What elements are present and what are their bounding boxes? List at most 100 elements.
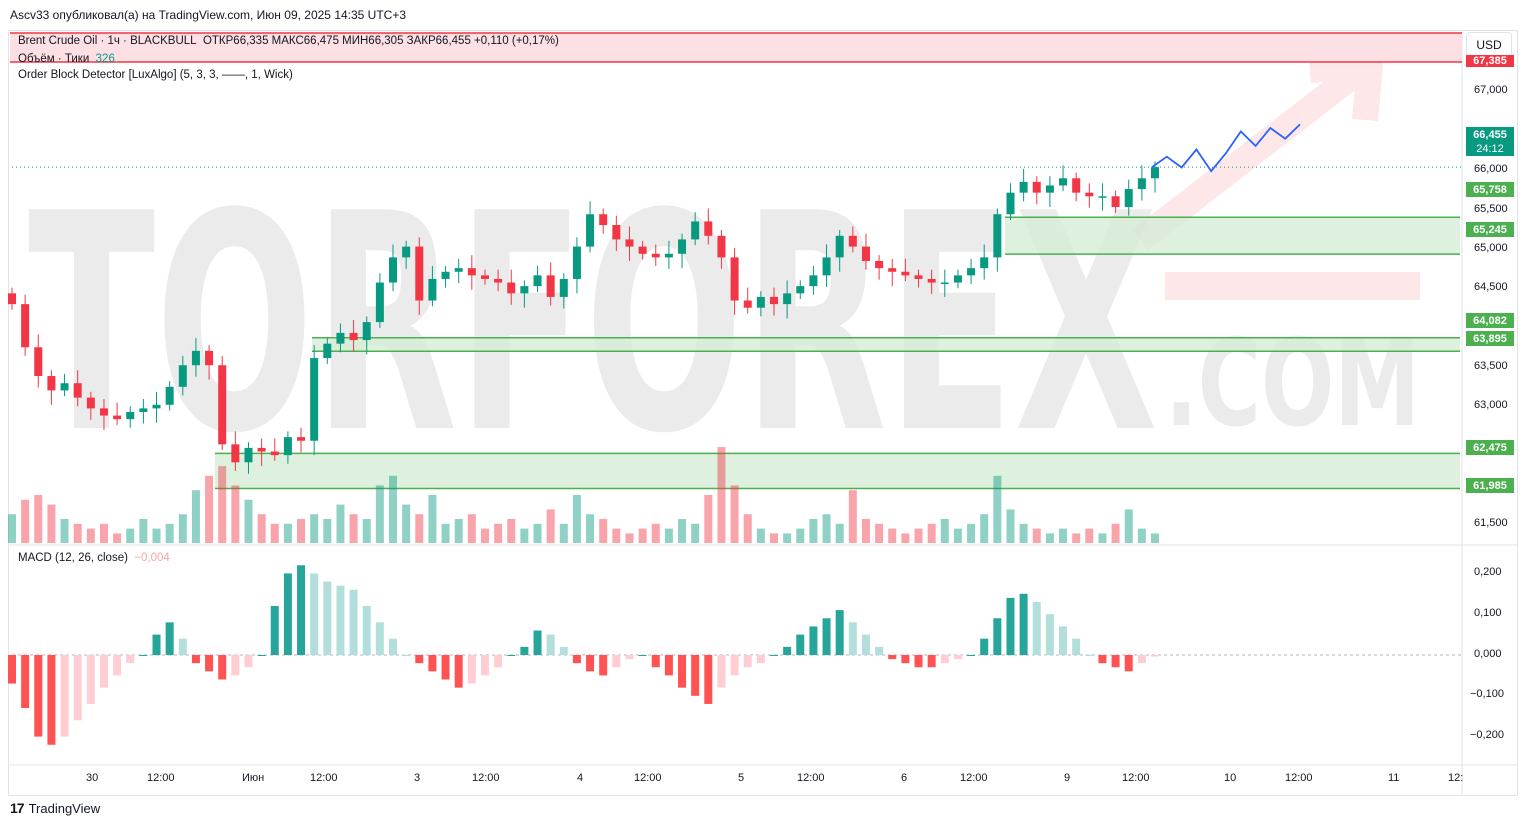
volume-bar <box>1085 528 1094 543</box>
order-block-zone <box>1005 217 1460 255</box>
candle-body <box>402 246 411 258</box>
volume-bar <box>1111 523 1120 543</box>
macd-histogram-bar <box>8 655 16 684</box>
volume-bar <box>21 499 30 543</box>
candle-body <box>1085 192 1094 197</box>
macd-histogram-bar <box>1124 655 1133 672</box>
candle-body <box>336 332 345 344</box>
macd-histogram-bar <box>191 655 200 664</box>
ob-label-bottom: 65,245 <box>1466 222 1514 237</box>
macd-histogram-bar <box>375 622 384 655</box>
macd-histogram-bar <box>467 655 476 684</box>
candle-body <box>967 268 976 276</box>
macd-legend[interactable]: MACD (12, 26, close) −0,004 <box>18 552 170 564</box>
candle-body <box>888 268 897 272</box>
macd-histogram-bar <box>743 655 752 668</box>
macd-histogram-bar <box>34 655 43 737</box>
macd-histogram-bar <box>809 626 818 655</box>
volume-bar <box>993 475 1002 543</box>
macd-histogram-bar <box>205 655 214 672</box>
ob-label-top: 62,475 <box>1466 440 1514 455</box>
candle-body <box>494 278 503 283</box>
candle-body <box>1032 181 1041 193</box>
time-tick: 12:00 <box>960 772 988 784</box>
macd-histogram-bar <box>428 655 437 672</box>
macd-histogram-bar <box>835 610 844 655</box>
candle-body <box>927 278 936 283</box>
symbol-legend[interactable]: Brent Crude Oil · 1ч · BLACKBULL ОТКР66,… <box>18 35 559 47</box>
candle-body <box>218 365 227 445</box>
chart-frame <box>8 30 1518 796</box>
macd-histogram-bar <box>927 655 936 668</box>
volume-bar <box>178 514 187 543</box>
volume-bar <box>520 528 529 543</box>
volume-bar <box>953 528 962 543</box>
price-label-top: 67,385 <box>1466 55 1514 67</box>
candle-body <box>1151 167 1159 179</box>
macd-histogram-bar <box>520 646 529 655</box>
watermark-text: TORFOREX <box>28 150 1158 499</box>
macd-histogram-bar <box>231 655 240 676</box>
candle-body <box>770 296 778 305</box>
macd-histogram-bar <box>454 655 463 688</box>
macd-tick: 0,100 <box>1474 607 1502 619</box>
macd-tick: 0,200 <box>1474 566 1502 578</box>
time-tick: 12:00 <box>1122 772 1150 784</box>
volume-bar <box>467 514 476 543</box>
macd-histogram-bar <box>1137 655 1146 664</box>
macd-histogram-bar <box>126 655 135 664</box>
macd-histogram-bar <box>770 655 778 656</box>
macd-histogram-bar <box>914 655 923 668</box>
volume-bar <box>1098 533 1107 543</box>
time-tick: 12:00 <box>634 772 662 784</box>
volume-bar <box>191 490 200 543</box>
currency-button[interactable]: USD <box>1466 32 1512 58</box>
macd-histogram-bar <box>415 655 424 664</box>
candle-body <box>914 275 923 279</box>
volume-bar <box>730 485 739 543</box>
macd-histogram-bar <box>507 655 516 656</box>
candle-body <box>454 268 463 272</box>
volume-bar <box>691 523 700 543</box>
candle-body <box>1098 196 1107 198</box>
candle-body <box>1019 181 1028 193</box>
macd-histogram-bar <box>323 581 332 655</box>
candle-body <box>783 293 792 305</box>
macd-tick: 0,000 <box>1474 648 1502 660</box>
volume-bar <box>901 533 910 543</box>
tradingview-brand[interactable]: 17 TradingView <box>10 800 100 816</box>
candle-body <box>638 246 647 254</box>
volume-bar <box>599 519 608 543</box>
volume-bar <box>756 528 765 543</box>
time-tick: 12:00 <box>147 772 175 784</box>
volume-bar <box>848 490 857 543</box>
volume-bar <box>546 509 555 543</box>
candle-body <box>1072 178 1081 193</box>
candle-body <box>1111 196 1120 208</box>
candle-body <box>678 239 687 254</box>
indicator-legend[interactable]: Order Block Detector [LuxAlgo] (5, 3, 3,… <box>18 69 293 81</box>
volume-bar <box>796 528 805 543</box>
candle-body <box>73 383 82 398</box>
volume-bar <box>99 523 108 543</box>
candle-body <box>980 257 989 269</box>
macd-histogram-bar <box>822 618 831 655</box>
time-tick: 3 <box>414 772 421 784</box>
time-tick: 9 <box>1064 772 1071 784</box>
time-tick: 12:00 <box>797 772 825 784</box>
volume-bar <box>113 533 122 543</box>
candle-body <box>507 282 516 294</box>
volume-bar <box>1059 528 1068 543</box>
ob-label-top: 65,758 <box>1466 182 1514 197</box>
volume-bar <box>533 523 542 543</box>
candle-body <box>467 268 476 276</box>
candle-body <box>1006 192 1015 215</box>
volume-bar <box>205 475 214 543</box>
volume-legend[interactable]: Объём · Тики 326 <box>18 53 115 65</box>
macd-histogram-bar <box>1111 655 1120 668</box>
volume-bar <box>822 514 831 543</box>
volume-bar <box>34 495 43 543</box>
macd-histogram-bar <box>270 606 279 655</box>
volume-bar <box>8 514 16 543</box>
